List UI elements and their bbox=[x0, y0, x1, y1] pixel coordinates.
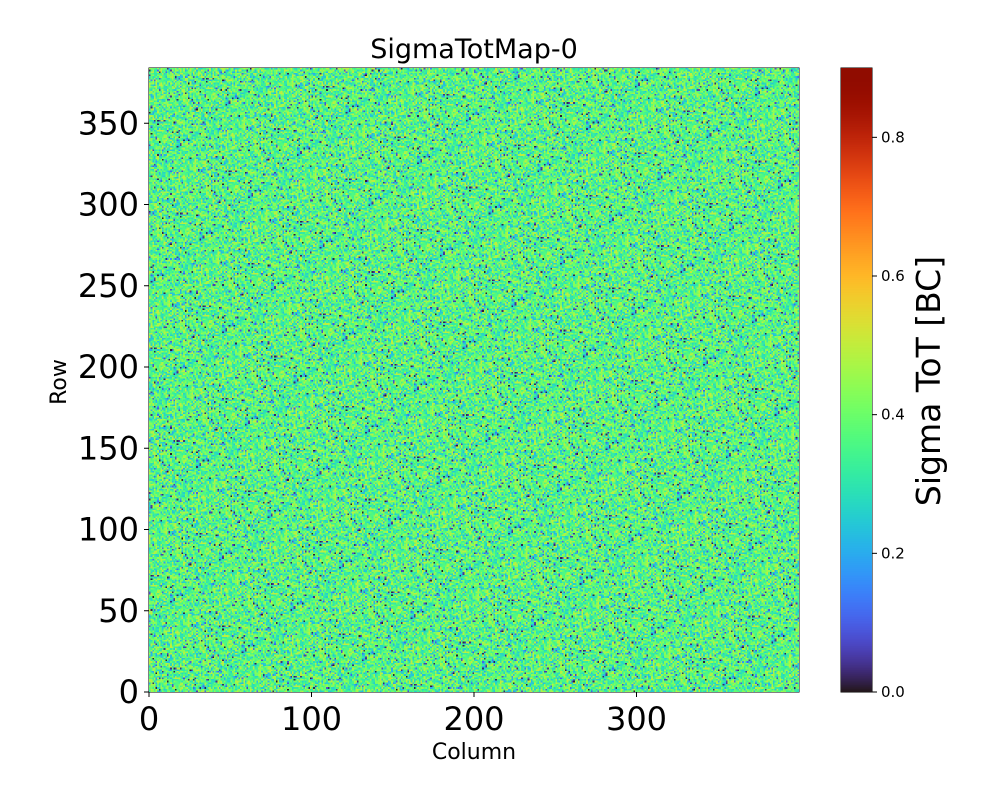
chart-title: SigmaTotMap-0 bbox=[370, 34, 578, 65]
y-axis: 0 50 100 150 200 250 300 350 bbox=[78, 104, 149, 711]
x-tick-label: 200 bbox=[443, 700, 504, 738]
colorbar bbox=[841, 68, 872, 692]
colorbar-tick-label: 0.8 bbox=[881, 128, 905, 146]
colorbar-label: Sigma ToT [BC] bbox=[909, 256, 948, 506]
colorbar-axis: 0.0 0.2 0.4 0.6 0.8 bbox=[872, 128, 905, 701]
x-axis: 0 100 200 300 bbox=[139, 692, 667, 738]
x-tick-label: 0 bbox=[139, 700, 159, 738]
y-tick-label: 250 bbox=[78, 267, 139, 305]
x-tick-label: 100 bbox=[281, 700, 342, 738]
y-tick-label: 0 bbox=[119, 673, 139, 711]
y-tick-label: 150 bbox=[78, 429, 139, 467]
y-tick-label: 300 bbox=[78, 186, 139, 224]
y-axis-label: Row bbox=[47, 359, 72, 405]
colorbar-tick-label: 0.2 bbox=[881, 544, 905, 562]
colorbar-tick-label: 0.0 bbox=[881, 683, 905, 701]
y-tick-label: 200 bbox=[78, 348, 139, 386]
x-tick-label: 300 bbox=[606, 700, 667, 738]
x-axis-label: Column bbox=[432, 740, 516, 765]
y-tick-label: 50 bbox=[98, 592, 139, 630]
colorbar-tick-label: 0.4 bbox=[881, 406, 905, 424]
y-tick-label: 350 bbox=[78, 104, 139, 142]
heatmap-image bbox=[149, 68, 799, 692]
y-tick-label: 100 bbox=[78, 511, 139, 549]
colorbar-tick-label: 0.6 bbox=[881, 267, 905, 285]
